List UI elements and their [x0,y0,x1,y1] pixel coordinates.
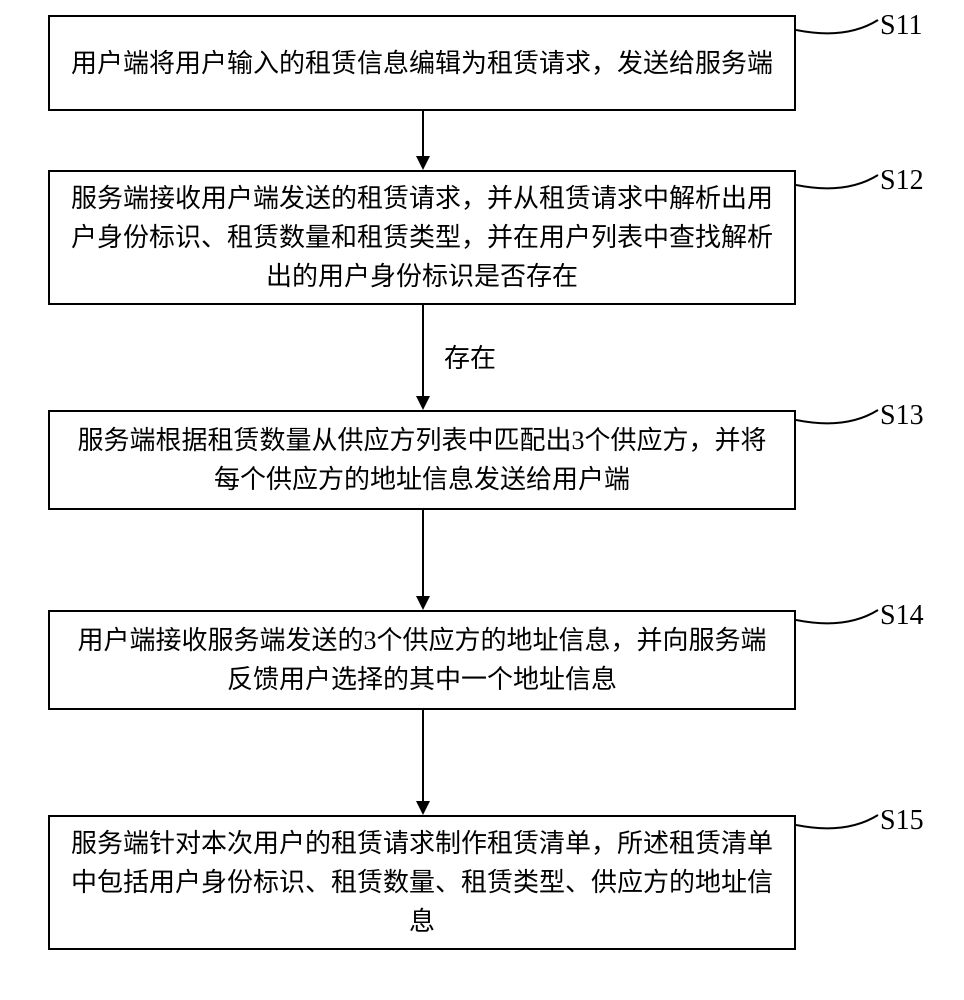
step-s15-box: 服务端针对本次用户的租赁请求制作租赁清单，所述租赁清单中包括用户身份标识、租赁数… [48,815,796,950]
flowchart-container: 用户端将用户输入的租赁信息编辑为租赁请求，发送给服务端 S11 服务端接收用户端… [0,0,964,1000]
step-s13-text: 服务端根据租赁数量从供应方列表中匹配出3个供应方，并将每个供应方的地址信息发送给… [70,421,774,499]
step-s11-text: 用户端将用户输入的租赁信息编辑为租赁请求，发送给服务端 [71,44,773,83]
edge-label-exists: 存在 [440,338,500,375]
connector-s15 [796,805,880,835]
arrow-head-s12-s13 [416,396,430,410]
step-s15-label: S15 [880,805,924,837]
step-s14-text: 用户端接收服务端发送的3个供应方的地址信息，并向服务端反馈用户选择的其中一个地址… [70,621,774,699]
step-s11-label: S11 [880,10,923,42]
step-s12-label: S12 [880,165,924,197]
arrow-s12-s13 [422,305,424,396]
step-s13-box: 服务端根据租赁数量从供应方列表中匹配出3个供应方，并将每个供应方的地址信息发送给… [48,410,796,510]
step-s15-text: 服务端针对本次用户的租赁请求制作租赁清单，所述租赁清单中包括用户身份标识、租赁数… [70,824,774,941]
arrow-head-s13-s14 [416,596,430,610]
connector-s12 [796,165,880,195]
connector-s14 [796,600,880,630]
step-s12-text: 服务端接收用户端发送的租赁请求，并从租赁请求中解析出用户身份标识、租赁数量和租赁… [70,179,774,296]
step-s14-box: 用户端接收服务端发送的3个供应方的地址信息，并向服务端反馈用户选择的其中一个地址… [48,610,796,710]
step-s13-label: S13 [880,400,924,432]
arrow-s11-s12 [422,111,424,156]
step-s11-box: 用户端将用户输入的租赁信息编辑为租赁请求，发送给服务端 [48,15,796,111]
connector-s11 [796,10,880,40]
arrow-head-s14-s15 [416,801,430,815]
arrow-head-s11-s12 [416,156,430,170]
step-s14-label: S14 [880,600,924,632]
connector-s13 [796,400,880,430]
arrow-s13-s14 [422,510,424,596]
arrow-s14-s15 [422,710,424,801]
step-s12-box: 服务端接收用户端发送的租赁请求，并从租赁请求中解析出用户身份标识、租赁数量和租赁… [48,170,796,305]
